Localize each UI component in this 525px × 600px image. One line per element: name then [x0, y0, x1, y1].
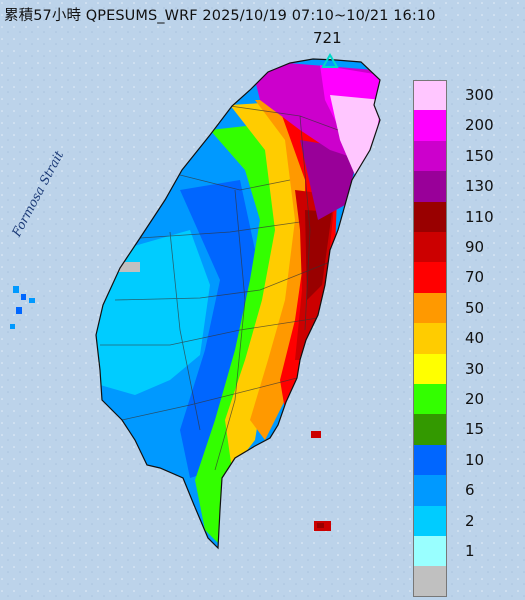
legend-item-50: 50 [413, 292, 521, 324]
legend-item-300: 300 [413, 80, 521, 111]
legend-label-40: 40 [465, 329, 485, 348]
legend-item-110: 110 [413, 201, 521, 232]
orchid-island-core [317, 523, 324, 528]
legend-swatch-30 [413, 353, 447, 384]
legend-swatch-10 [413, 444, 447, 476]
legend-label-6: 6 [465, 481, 475, 500]
legend-swatch-200 [413, 110, 447, 141]
legend-label-90: 90 [465, 238, 485, 256]
rain-zone-purple [300, 140, 360, 220]
rain-zone-orange [250, 100, 322, 440]
legend-item-150: 150 [413, 140, 521, 172]
legend-label-10: 10 [465, 450, 485, 469]
legend-swatch-15 [413, 414, 447, 445]
rain-zone-green [195, 120, 300, 545]
legend-item-20: 20 [413, 384, 521, 415]
rain-zone-no-data [118, 262, 140, 272]
penghu-rain-cell [13, 286, 19, 293]
legend-label-50: 50 [465, 298, 485, 317]
legend-swatch-6 [413, 475, 447, 506]
legend-label-15: 15 [465, 420, 485, 439]
legend-swatch-90 [413, 232, 447, 263]
penghu-rain-cell [16, 307, 22, 314]
legend-label-200: 200 [465, 116, 494, 135]
map-title: 累積57小時 QPESUMS_WRF 2025/10/19 07:10~10/2… [4, 8, 436, 24]
county-boundaries [100, 105, 339, 471]
legend-swatch-130 [413, 171, 447, 202]
legend-item-10: 10 [413, 444, 521, 476]
legend-swatch-50 [413, 292, 447, 324]
rain-zone-moderate [180, 180, 255, 478]
legend-swatch-1 [413, 536, 447, 567]
legend-item-6: 6 [413, 475, 521, 506]
rain-zone-maroon [305, 210, 332, 300]
legend-label-130: 130 [465, 177, 494, 196]
legend-swatch-no-data [413, 566, 447, 597]
legend-item-no-data [413, 566, 521, 597]
legend-item-200: 200 [413, 110, 521, 141]
legend-label-2: 2 [465, 511, 475, 530]
penghu-rain-cell [10, 324, 15, 329]
penghu-rain-cell [29, 298, 35, 303]
legend-swatch-110 [413, 201, 447, 232]
legend-label-30: 30 [465, 359, 485, 378]
legend-label-70: 70 [465, 268, 485, 287]
legend-swatch-300 [413, 80, 447, 111]
max-rainfall-value: 721 [313, 29, 342, 47]
legend-item-1: 1 [413, 536, 521, 567]
rain-zone-yellow [225, 100, 310, 470]
legend-item-70: 70 [413, 262, 521, 293]
legend-swatch-2 [413, 505, 447, 536]
legend-swatch-70 [413, 262, 447, 293]
legend-swatch-20 [413, 384, 447, 415]
legend-label-20: 20 [465, 390, 485, 408]
legend-swatch-150 [413, 140, 447, 172]
legend-item-40: 40 [413, 323, 521, 354]
legend-item-15: 15 [413, 414, 521, 445]
legend-item-30: 30 [413, 353, 521, 384]
legend-item-90: 90 [413, 232, 521, 263]
legend-label-150: 150 [465, 146, 494, 165]
legend-label-300: 300 [465, 86, 494, 104]
penghu-rain-cell [21, 294, 26, 300]
legend-label-110: 110 [465, 207, 494, 226]
legend-item-130: 130 [413, 171, 521, 202]
max-value-marker-icon [321, 53, 339, 68]
legend-label-1: 1 [465, 542, 475, 560]
legend-item-2: 2 [413, 505, 521, 536]
legend-swatch-40 [413, 323, 447, 354]
green-island-rain [311, 431, 321, 438]
taiwan-coastline [95, 58, 381, 550]
